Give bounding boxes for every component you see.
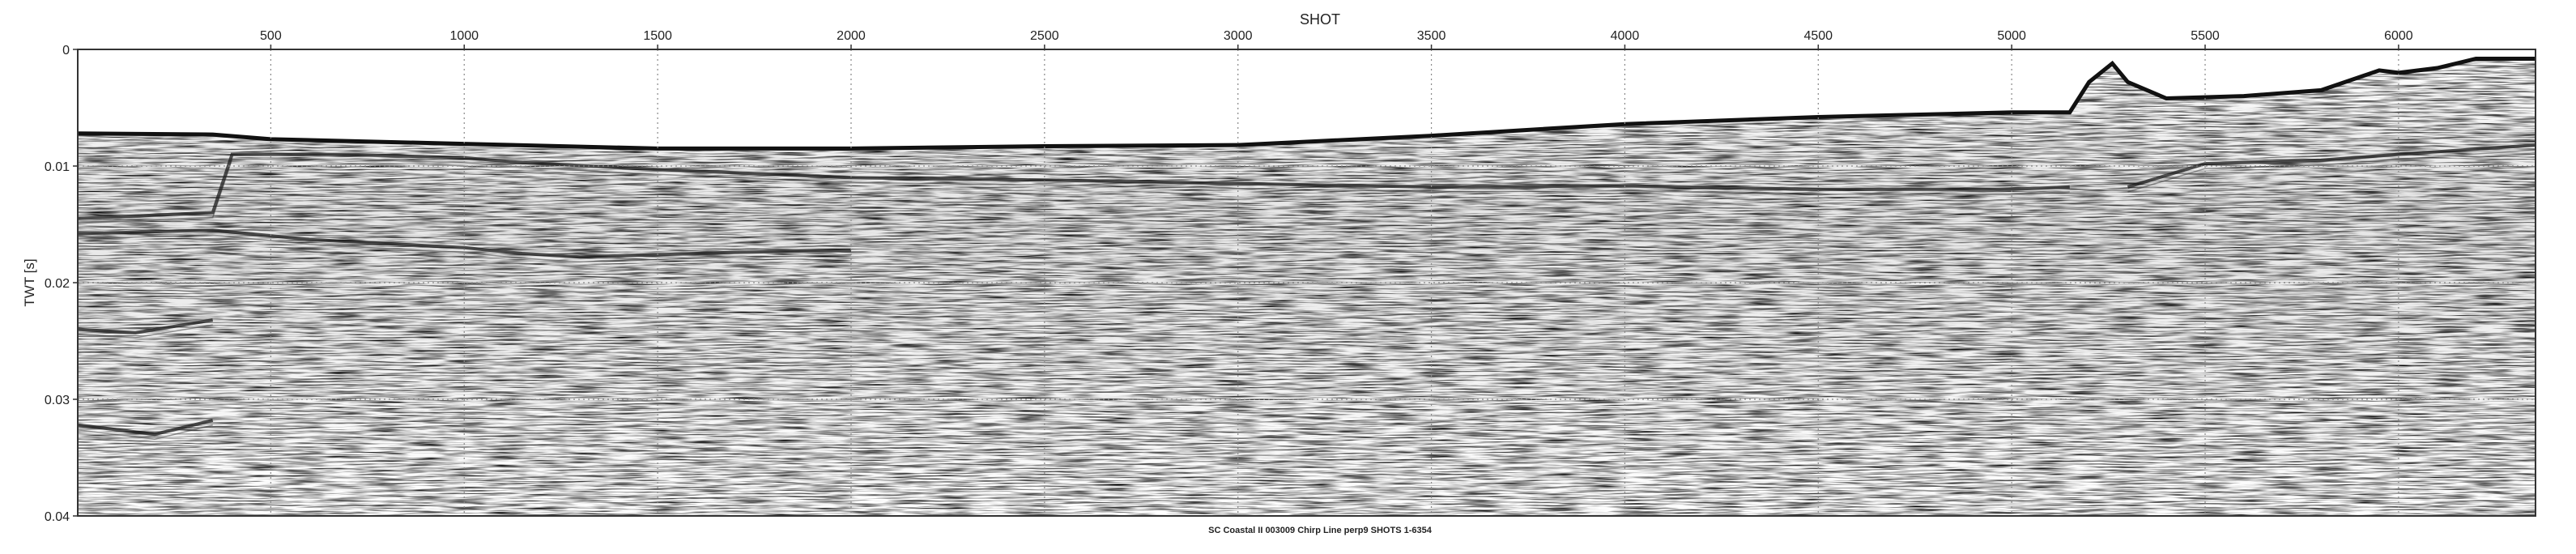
reflector-5-echo [2127, 149, 2536, 193]
reflector-layer [78, 143, 2536, 440]
reflector-2-echo [78, 234, 852, 263]
line-caption: SC Coastal II 003009 Chirp Line perp9 SH… [1208, 526, 1433, 535]
x-axis-title: SHOT [1300, 11, 1340, 28]
x-tick-label: 5500 [2191, 29, 2220, 43]
y-tick-label: 0.04 [45, 510, 70, 524]
reflector-1 [78, 152, 2070, 220]
x-tick-label: 3500 [1417, 29, 1446, 43]
x-tick-label: 6000 [2384, 29, 2413, 43]
x-tick-label: 2000 [837, 29, 866, 43]
y-tick-label: 0 [62, 44, 70, 58]
x-tick-label: 1500 [643, 29, 672, 43]
y-axis-title: TWT [s] [22, 258, 37, 306]
axis-ticks: 500 1000 1500 2000 2500 3000 3500 4000 4500 5000 5… [45, 29, 2413, 524]
plot-frame [77, 49, 2536, 517]
y-tick-label: 0.02 [45, 277, 70, 291]
y-tick-label: 0.01 [45, 160, 70, 174]
grid [78, 49, 2536, 516]
y-tick-label: 0.03 [45, 394, 70, 407]
reflector-5 [2127, 143, 2536, 189]
x-tick-label: 3000 [1224, 29, 1253, 43]
x-tick-label: 500 [260, 29, 282, 43]
reflector-4 [78, 418, 214, 437]
reflector-2 [78, 228, 852, 259]
reflector-3 [78, 318, 214, 335]
x-tick-label: 2500 [1030, 29, 1059, 43]
x-tick-label: 4000 [1611, 29, 1640, 43]
seismic-image [78, 49, 2536, 516]
x-tick-label: 5000 [1997, 29, 2026, 43]
x-tick-label: 4500 [1803, 29, 1833, 43]
reflector-1-echo [78, 158, 2070, 224]
reflector-3-echo [78, 324, 213, 339]
seafloor-reflector [78, 57, 2536, 151]
reflector-4-echo [78, 424, 213, 440]
x-tick-label: 1000 [449, 29, 479, 43]
